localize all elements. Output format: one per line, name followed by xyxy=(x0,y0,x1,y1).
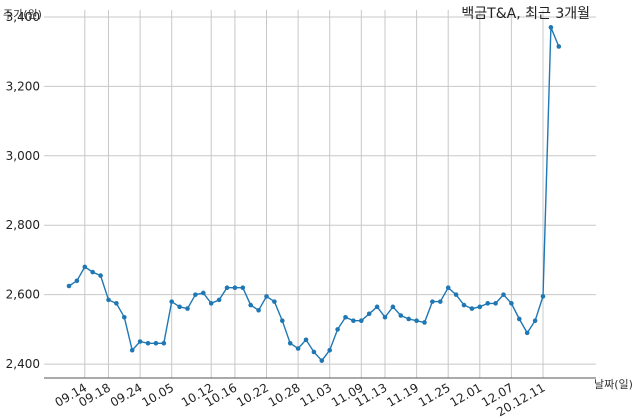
data-point xyxy=(524,330,530,336)
data-point xyxy=(122,314,127,320)
data-point xyxy=(351,318,356,324)
y-tick-label: 2,400 xyxy=(6,357,40,371)
data-point xyxy=(366,311,372,317)
data-point xyxy=(216,297,222,303)
y-tick-label: 3,400 xyxy=(6,10,40,24)
data-point xyxy=(287,340,293,346)
data-point xyxy=(177,304,182,310)
data-point xyxy=(540,294,546,299)
y-axis-title: 주가(원) xyxy=(3,8,42,21)
y-tick-label: 3,200 xyxy=(6,79,40,93)
x-tick-label: 10.22 xyxy=(234,380,271,409)
data-point xyxy=(327,347,333,353)
data-point xyxy=(374,304,380,310)
series-points xyxy=(66,25,562,363)
data-point xyxy=(66,283,72,289)
data-point xyxy=(335,327,340,332)
data-point xyxy=(153,340,159,346)
data-point xyxy=(485,301,491,306)
x-tick-label: 11.25 xyxy=(416,380,453,409)
data-point xyxy=(193,292,198,297)
data-point xyxy=(509,301,514,306)
data-point xyxy=(208,301,214,306)
data-point xyxy=(248,302,253,308)
y-tick-label: 2,600 xyxy=(6,288,40,302)
data-point xyxy=(201,290,206,296)
data-point xyxy=(319,358,325,363)
data-point xyxy=(382,314,388,320)
data-point xyxy=(311,349,317,355)
grid-lines xyxy=(44,10,596,378)
x-tick-label: 11.19 xyxy=(384,380,421,409)
data-point xyxy=(264,294,269,299)
data-point xyxy=(430,299,435,304)
data-point xyxy=(137,339,143,344)
chart-title: 백금T&A, 최근 3개월 xyxy=(461,6,590,22)
data-point xyxy=(445,285,451,291)
data-point xyxy=(295,346,301,351)
data-point xyxy=(453,292,459,297)
x-tick-label: 11.03 xyxy=(297,380,334,409)
y-tick-label: 2,800 xyxy=(6,218,40,232)
x-tick-label: 12.01 xyxy=(448,380,485,409)
data-point xyxy=(469,306,475,311)
data-point xyxy=(161,340,167,346)
data-point xyxy=(517,316,522,322)
data-point xyxy=(129,347,135,353)
data-point xyxy=(145,340,151,346)
data-point xyxy=(390,304,396,310)
x-tick-label: 10.05 xyxy=(139,380,176,409)
data-point xyxy=(185,306,190,311)
data-point xyxy=(90,269,95,275)
data-point xyxy=(493,301,498,306)
data-point xyxy=(169,299,174,304)
data-point xyxy=(256,308,261,313)
x-tick-label: 09.24 xyxy=(108,380,145,409)
series-line xyxy=(68,27,560,362)
data-point xyxy=(359,318,364,324)
x-tick-label: 10.28 xyxy=(266,380,303,409)
data-point xyxy=(398,313,404,318)
data-point xyxy=(343,314,348,320)
y-axis-ticks: 2,400 2,600 2,800 3,000 3,200 3,400 xyxy=(6,10,40,371)
y-tick-label: 3,000 xyxy=(6,149,40,163)
data-point xyxy=(114,301,119,306)
x-axis-title: 날짜(일) xyxy=(594,377,633,391)
data-point xyxy=(438,299,443,304)
data-point xyxy=(501,292,506,297)
data-point xyxy=(556,44,562,49)
data-point xyxy=(106,297,111,303)
data-point xyxy=(98,273,103,278)
data-point xyxy=(548,25,554,30)
data-point xyxy=(303,337,309,343)
data-point xyxy=(272,299,277,304)
data-point xyxy=(477,304,483,310)
data-point xyxy=(532,318,538,324)
data-point xyxy=(422,320,427,325)
data-point xyxy=(82,264,88,270)
data-point xyxy=(414,318,419,324)
data-point xyxy=(74,278,80,284)
data-point xyxy=(232,285,238,291)
data-point xyxy=(240,285,246,291)
data-point xyxy=(461,302,467,308)
data-point xyxy=(406,316,412,322)
data-point xyxy=(280,318,285,324)
data-point xyxy=(224,285,230,291)
